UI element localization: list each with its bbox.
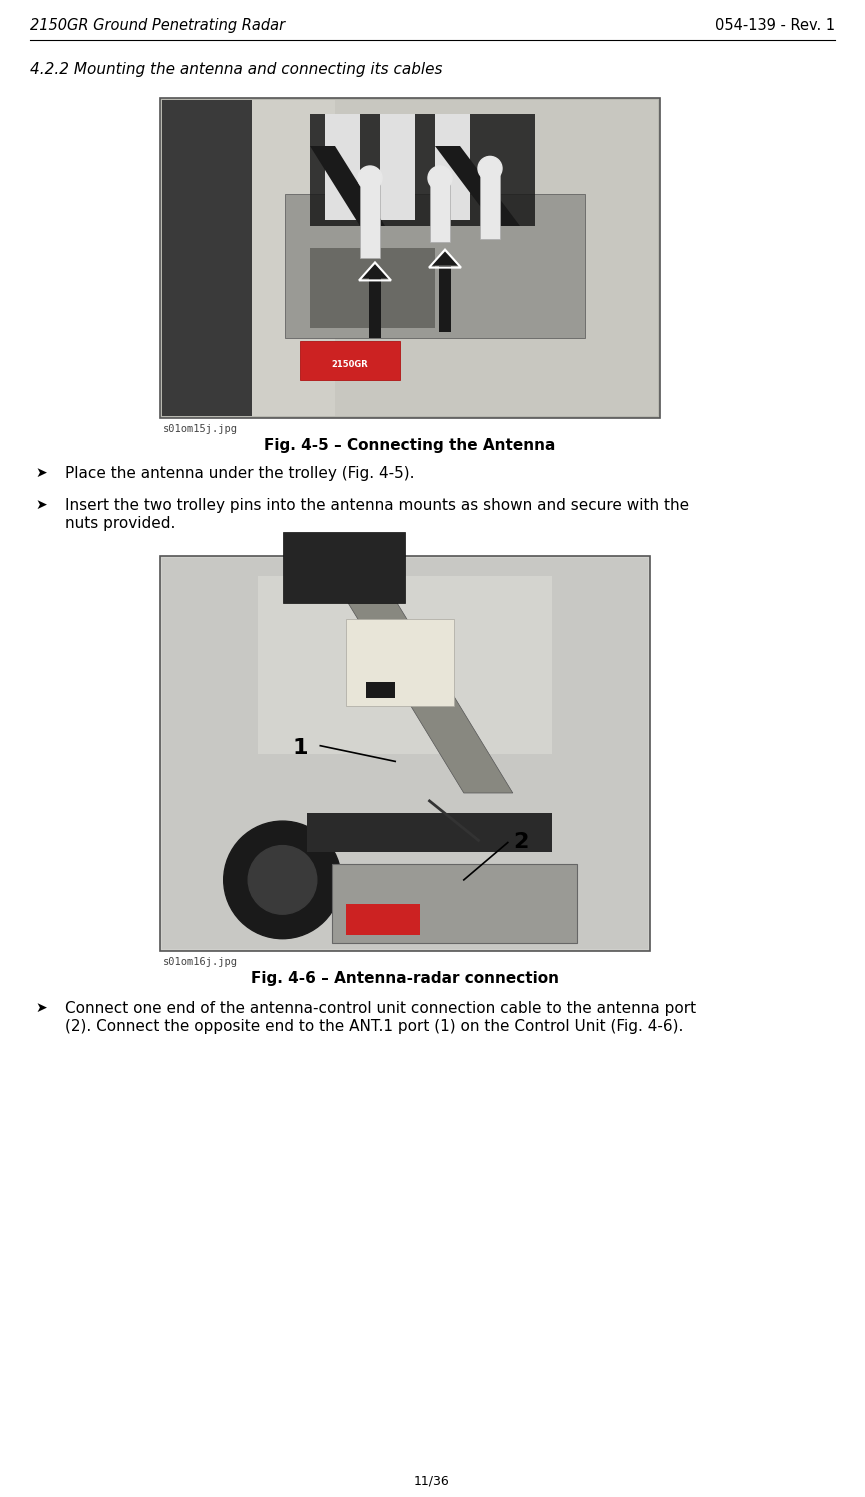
Bar: [310, 249, 435, 328]
Bar: [258, 576, 552, 753]
Polygon shape: [331, 576, 513, 793]
Text: 11/36: 11/36: [414, 1475, 450, 1488]
Text: 1: 1: [292, 738, 308, 757]
Circle shape: [224, 820, 342, 939]
Circle shape: [478, 156, 502, 181]
Polygon shape: [310, 147, 385, 226]
Text: 2: 2: [513, 832, 529, 852]
Bar: [160, 555, 650, 951]
Circle shape: [358, 166, 382, 190]
Bar: [346, 620, 454, 707]
Bar: [162, 558, 648, 949]
Text: ➤: ➤: [35, 499, 47, 512]
Bar: [160, 97, 660, 418]
Bar: [162, 100, 658, 416]
Bar: [366, 683, 395, 698]
Circle shape: [248, 846, 317, 915]
Bar: [300, 341, 400, 380]
Text: 2150GR Ground Penetrating Radar: 2150GR Ground Penetrating Radar: [30, 18, 285, 33]
Polygon shape: [431, 251, 459, 265]
Text: (2). Connect the opposite end to the ANT.1 port (1) on the Control Unit (Fig. 4-: (2). Connect the opposite end to the ANT…: [65, 1019, 683, 1034]
Bar: [162, 100, 252, 416]
Text: Place the antenna under the trolley (Fig. 4-5).: Place the antenna under the trolley (Fig…: [65, 466, 414, 481]
Circle shape: [428, 166, 452, 190]
Text: s01om15j.jpg: s01om15j.jpg: [163, 424, 238, 434]
Bar: [380, 114, 415, 220]
Text: Insert the two trolley pins into the antenna mounts as shown and secure with the: Insert the two trolley pins into the ant…: [65, 499, 689, 513]
Bar: [285, 195, 585, 338]
Bar: [335, 100, 658, 416]
Bar: [307, 813, 552, 852]
Bar: [346, 904, 420, 936]
Text: nuts provided.: nuts provided.: [65, 516, 176, 531]
Text: ➤: ➤: [35, 466, 47, 481]
Text: 2150GR: 2150GR: [331, 361, 368, 370]
Bar: [480, 168, 500, 240]
Bar: [369, 278, 381, 338]
Bar: [325, 114, 360, 220]
Bar: [283, 533, 405, 603]
Text: 054-139 - Rev. 1: 054-139 - Rev. 1: [714, 18, 835, 33]
Polygon shape: [435, 147, 520, 226]
Text: Fig. 4-6 – Antenna-radar connection: Fig. 4-6 – Antenna-radar connection: [251, 972, 559, 987]
Bar: [310, 114, 535, 226]
Text: 4.2.2 Mounting the antenna and connecting its cables: 4.2.2 Mounting the antenna and connectin…: [30, 61, 443, 76]
Text: Connect one end of the antenna-control unit connection cable to the antenna port: Connect one end of the antenna-control u…: [65, 1001, 696, 1016]
Text: s01om16j.jpg: s01om16j.jpg: [163, 957, 238, 967]
Text: ➤: ➤: [35, 1001, 47, 1015]
Bar: [435, 114, 470, 220]
Text: Fig. 4-5 – Connecting the Antenna: Fig. 4-5 – Connecting the Antenna: [265, 439, 555, 454]
Bar: [430, 178, 450, 243]
Bar: [331, 864, 576, 943]
Polygon shape: [361, 265, 389, 278]
Bar: [439, 265, 451, 332]
Bar: [360, 178, 380, 257]
